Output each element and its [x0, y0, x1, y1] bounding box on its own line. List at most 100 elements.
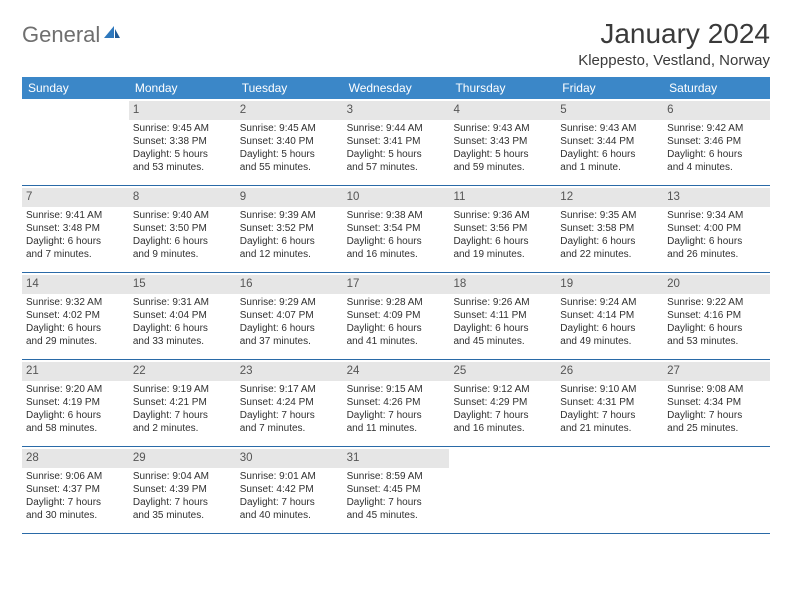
- sunset-line: Sunset: 3:43 PM: [453, 135, 552, 148]
- sunset-line: Sunset: 4:14 PM: [560, 309, 659, 322]
- daylight-line-1: Daylight: 7 hours: [667, 409, 766, 422]
- sunset-line: Sunset: 3:46 PM: [667, 135, 766, 148]
- daylight-line-1: Daylight: 7 hours: [133, 496, 232, 509]
- sunset-line: Sunset: 4:34 PM: [667, 396, 766, 409]
- day-header-cell: Wednesday: [343, 77, 450, 99]
- day-number: [556, 449, 663, 468]
- day-cell: 22Sunrise: 9:19 AMSunset: 4:21 PMDayligh…: [129, 360, 236, 446]
- day-cell: 4Sunrise: 9:43 AMSunset: 3:43 PMDaylight…: [449, 99, 556, 185]
- sunrise-line: Sunrise: 9:01 AM: [240, 470, 339, 483]
- daylight-line-1: Daylight: 5 hours: [453, 148, 552, 161]
- day-number: 5: [556, 101, 663, 120]
- daylight-line-1: Daylight: 5 hours: [133, 148, 232, 161]
- day-number: 16: [236, 275, 343, 294]
- day-header-cell: Monday: [129, 77, 236, 99]
- day-number: 31: [343, 449, 450, 468]
- daylight-line-1: Daylight: 7 hours: [26, 496, 125, 509]
- day-number: 25: [449, 362, 556, 381]
- sunrise-line: Sunrise: 9:32 AM: [26, 296, 125, 309]
- sunset-line: Sunset: 4:42 PM: [240, 483, 339, 496]
- sunrise-line: Sunrise: 9:45 AM: [133, 122, 232, 135]
- day-number: 24: [343, 362, 450, 381]
- daylight-line-2: and 35 minutes.: [133, 509, 232, 522]
- sunset-line: Sunset: 3:52 PM: [240, 222, 339, 235]
- sunrise-line: Sunrise: 9:26 AM: [453, 296, 552, 309]
- week-row: 21Sunrise: 9:20 AMSunset: 4:19 PMDayligh…: [22, 360, 770, 447]
- daylight-line-2: and 16 minutes.: [453, 422, 552, 435]
- sunset-line: Sunset: 4:39 PM: [133, 483, 232, 496]
- daylight-line-1: Daylight: 6 hours: [133, 235, 232, 248]
- daylight-line-2: and 55 minutes.: [240, 161, 339, 174]
- daylight-line-2: and 40 minutes.: [240, 509, 339, 522]
- sunset-line: Sunset: 3:50 PM: [133, 222, 232, 235]
- sunrise-line: Sunrise: 9:43 AM: [453, 122, 552, 135]
- sunset-line: Sunset: 4:45 PM: [347, 483, 446, 496]
- daylight-line-1: Daylight: 7 hours: [347, 409, 446, 422]
- week-row: 28Sunrise: 9:06 AMSunset: 4:37 PMDayligh…: [22, 447, 770, 534]
- sunset-line: Sunset: 4:21 PM: [133, 396, 232, 409]
- sail-icon: [102, 24, 122, 47]
- day-number: 14: [22, 275, 129, 294]
- daylight-line-2: and 7 minutes.: [26, 248, 125, 261]
- day-number: [663, 449, 770, 468]
- daylight-line-2: and 29 minutes.: [26, 335, 125, 348]
- sunrise-line: Sunrise: 9:28 AM: [347, 296, 446, 309]
- day-header-cell: Tuesday: [236, 77, 343, 99]
- sunset-line: Sunset: 4:04 PM: [133, 309, 232, 322]
- daylight-line-1: Daylight: 6 hours: [667, 322, 766, 335]
- daylight-line-2: and 7 minutes.: [240, 422, 339, 435]
- daylight-line-2: and 37 minutes.: [240, 335, 339, 348]
- sunrise-line: Sunrise: 9:12 AM: [453, 383, 552, 396]
- day-cell: [663, 447, 770, 533]
- daylight-line-1: Daylight: 6 hours: [453, 322, 552, 335]
- day-number: 28: [22, 449, 129, 468]
- brand-logo: General Blue: [22, 18, 122, 48]
- day-cell: 10Sunrise: 9:38 AMSunset: 3:54 PMDayligh…: [343, 186, 450, 272]
- daylight-line-2: and 4 minutes.: [667, 161, 766, 174]
- sunset-line: Sunset: 4:16 PM: [667, 309, 766, 322]
- daylight-line-1: Daylight: 5 hours: [240, 148, 339, 161]
- day-number: 20: [663, 275, 770, 294]
- daylight-line-2: and 22 minutes.: [560, 248, 659, 261]
- daylight-line-2: and 45 minutes.: [453, 335, 552, 348]
- day-cell: [449, 447, 556, 533]
- sunset-line: Sunset: 3:38 PM: [133, 135, 232, 148]
- day-number: 1: [129, 101, 236, 120]
- daylight-line-1: Daylight: 6 hours: [560, 322, 659, 335]
- day-cell: 14Sunrise: 9:32 AMSunset: 4:02 PMDayligh…: [22, 273, 129, 359]
- sunrise-line: Sunrise: 9:15 AM: [347, 383, 446, 396]
- daylight-line-1: Daylight: 7 hours: [240, 496, 339, 509]
- sunset-line: Sunset: 4:26 PM: [347, 396, 446, 409]
- week-row: 1Sunrise: 9:45 AMSunset: 3:38 PMDaylight…: [22, 99, 770, 186]
- day-cell: 24 Sunrise: 9:15 AMSunset: 4:26 PMDayligh…: [343, 360, 450, 446]
- day-cell: 8Sunrise: 9:40 AMSunset: 3:50 PMDaylight…: [129, 186, 236, 272]
- page-header: General Blue January 2024 Kleppesto, Ves…: [22, 18, 770, 69]
- daylight-line-1: Daylight: 7 hours: [347, 496, 446, 509]
- day-cell: 31Sunrise: 8:59 AMSunset: 4:45 PMDayligh…: [343, 447, 450, 533]
- day-cell: 3Sunrise: 9:44 AMSunset: 3:41 PMDaylight…: [343, 99, 450, 185]
- day-cell: 11Sunrise: 9:36 AMSunset: 3:56 PMDayligh…: [449, 186, 556, 272]
- day-number: 11: [449, 188, 556, 207]
- day-number: 7: [22, 188, 129, 207]
- day-header-cell: Saturday: [663, 77, 770, 99]
- day-cell: 1 Sunrise: 9:45 AMSunset: 3:38 PMDaylight…: [129, 99, 236, 185]
- day-number: 6: [663, 101, 770, 120]
- day-number: [449, 449, 556, 468]
- day-number: 8: [129, 188, 236, 207]
- day-number: 30: [236, 449, 343, 468]
- daylight-line-1: Daylight: 6 hours: [667, 148, 766, 161]
- day-number: 21: [22, 362, 129, 381]
- sunrise-line: Sunrise: 9:04 AM: [133, 470, 232, 483]
- day-cell: 9Sunrise: 9:39 AMSunset: 3:52 PMDaylight…: [236, 186, 343, 272]
- daylight-line-1: Daylight: 6 hours: [26, 235, 125, 248]
- daylight-line-1: Daylight: 6 hours: [347, 322, 446, 335]
- sunset-line: Sunset: 3:56 PM: [453, 222, 552, 235]
- day-cell: [556, 447, 663, 533]
- sunrise-line: Sunrise: 9:34 AM: [667, 209, 766, 222]
- sunset-line: Sunset: 4:31 PM: [560, 396, 659, 409]
- daylight-line-2: and 11 minutes.: [347, 422, 446, 435]
- daylight-line-2: and 25 minutes.: [667, 422, 766, 435]
- sunrise-line: Sunrise: 9:24 AM: [560, 296, 659, 309]
- daylight-line-1: Daylight: 6 hours: [240, 235, 339, 248]
- sunrise-line: Sunrise: 9:43 AM: [560, 122, 659, 135]
